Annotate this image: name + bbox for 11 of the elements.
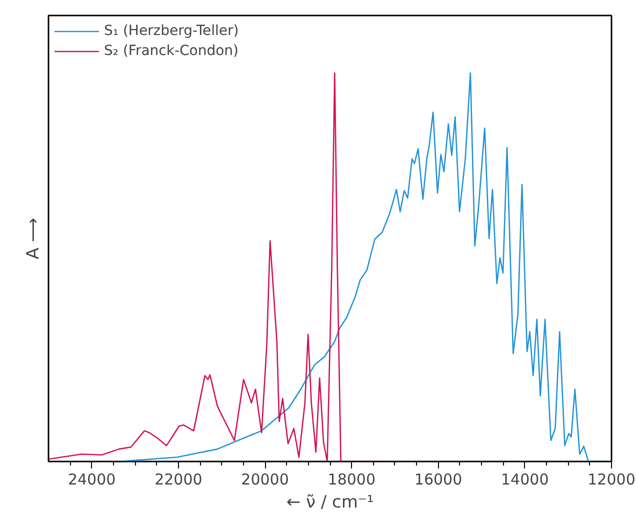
x-tick-label: 14000 <box>501 470 549 488</box>
x-tick-label: 24000 <box>68 470 116 488</box>
x-tick-label: 18000 <box>328 470 376 488</box>
x-tick-label: 12000 <box>588 470 636 488</box>
y-axis-title: A ⟶ <box>24 218 44 260</box>
x-axis-title: ← ν̃ / cm⁻¹ <box>286 492 374 512</box>
x-tick-label: 20000 <box>241 470 289 488</box>
legend-label: S₂ (Franck-Condon) <box>104 43 239 59</box>
x-tick-label: 22000 <box>154 470 202 488</box>
legend-label: S₁ (Herzberg-Teller) <box>104 23 239 39</box>
x-tick-label: 16000 <box>414 470 462 488</box>
